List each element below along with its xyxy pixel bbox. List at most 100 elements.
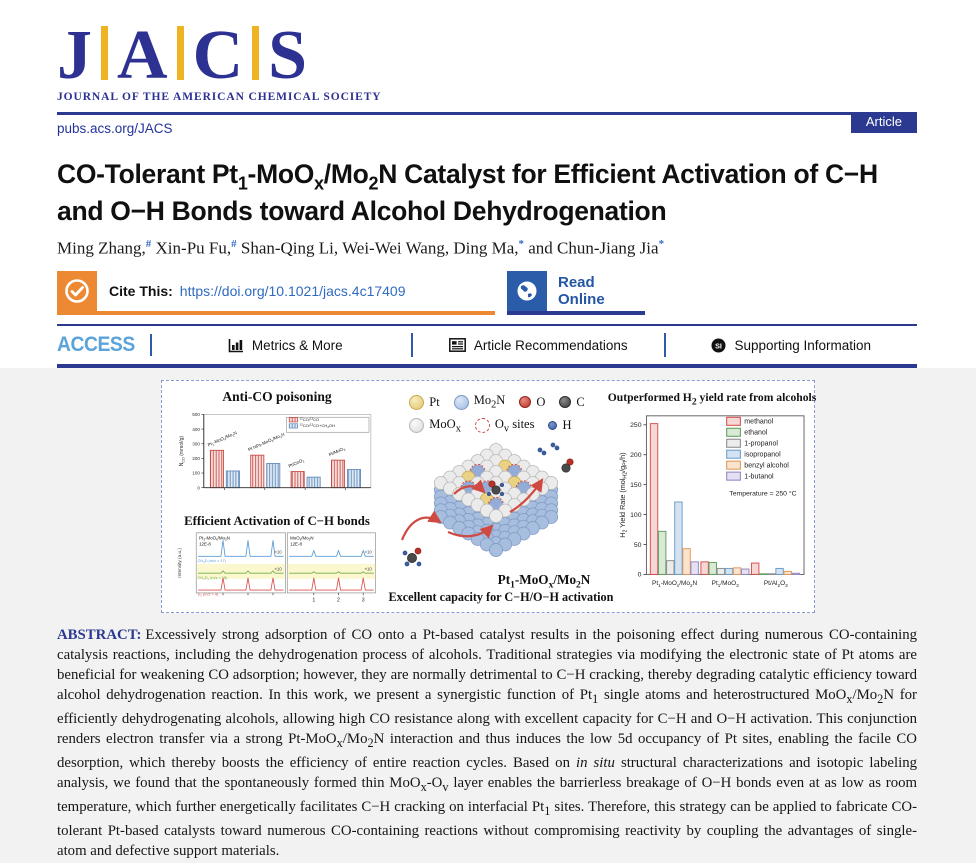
- article-icon: [448, 338, 466, 353]
- page-title: CO-Tolerant Pt1-MoOx/Mo2N Catalyst for E…: [57, 159, 878, 227]
- author-mark: *: [658, 237, 665, 250]
- gain-label: ×10: [365, 549, 373, 554]
- read-online-label: Read Online: [558, 274, 605, 309]
- bar-chart-icon: [228, 338, 244, 353]
- y-tick-label: 150: [630, 482, 642, 489]
- metrics-and-more-label: Metrics & More: [251, 337, 343, 353]
- moox-sphere-icon: [409, 418, 425, 434]
- author-mark: #: [231, 237, 237, 250]
- legend-item-label: MoOx: [429, 416, 461, 435]
- supporting-information-label: Supporting Information: [734, 337, 872, 353]
- panel-label: Pt1-MoOx/Mo2N: [199, 535, 230, 541]
- y-tick-label: 300: [192, 442, 200, 447]
- logo-divider-bar: [101, 26, 108, 80]
- cite-row: Cite This: https://doi.org/10.1021/jacs.…: [57, 271, 917, 316]
- access-bar: ACCESS Metrics & More: [57, 324, 917, 369]
- logo-letter: J: [57, 17, 92, 94]
- mo2n-sphere-icon: [453, 394, 469, 410]
- reaction-arrow: [400, 511, 442, 541]
- abstract-body: Excessively strong adsorption of CO onto…: [57, 627, 918, 860]
- author-name: Ming Zhang,: [57, 238, 146, 258]
- access-link[interactable]: ACCESS: [57, 333, 135, 357]
- reaction-arrow: [447, 524, 494, 539]
- panel-scale: 12E-8: [290, 541, 302, 546]
- metrics-and-more-link[interactable]: Metrics & More: [160, 338, 411, 353]
- o-sphere-icon: [519, 396, 532, 409]
- x-tick-label: 3: [362, 597, 365, 603]
- pt-sphere-icon: [409, 394, 425, 410]
- legend-label: ethanol: [744, 429, 768, 436]
- y-tick-label: 50: [634, 542, 642, 549]
- y-axis-label: H2 Yield Rate (molH2/gPt/h): [618, 452, 629, 537]
- reaction-arrow: [509, 478, 544, 514]
- abstract-label: ABSTRACT:: [57, 627, 142, 644]
- sphere-legend-row: Pt Mo2N O C: [409, 393, 598, 411]
- divider: [664, 333, 666, 358]
- legend-label: methanol: [744, 418, 773, 425]
- legend-item-o: O: [519, 395, 545, 410]
- article-recommendations-link[interactable]: Article Recommendations: [413, 338, 664, 353]
- logo-letter: A: [117, 17, 168, 94]
- authors-line: Ming Zhang,# Xin-Pu Fu,# Shan-Qing Li, W…: [57, 238, 917, 259]
- author-name: Ding Ma,: [449, 238, 519, 258]
- ms-traces-chart: Intensity (a.u.) ×10 CH3D (m/z = 17) ×10 CH2…: [177, 532, 376, 603]
- x-tick-label: 1: [312, 597, 315, 603]
- y-tick-label: 100: [192, 471, 200, 476]
- author-name: Xin-Pu Fu,: [151, 238, 232, 258]
- y-tick-label: 400: [192, 427, 200, 432]
- author-mark: #: [145, 237, 152, 250]
- x-tick-label: 2: [337, 597, 340, 603]
- trace-label: CH3D (m/z = 17): [198, 559, 227, 564]
- sphere-legend: Pt Mo2N O C MoOx Ov sites H: [403, 393, 598, 440]
- legend-item-ov: Ov sites: [474, 417, 534, 434]
- h-sphere-icon: [548, 421, 558, 431]
- x-tick-label: Pt/Al2O3: [764, 580, 788, 588]
- ov-sphere-icon: [474, 418, 490, 434]
- si-icon: SI: [711, 338, 726, 353]
- legend-item-pt: Pt: [409, 394, 440, 410]
- abstract-section: Anti-CO poisoning 0 100 200 300 400 500 NCO (m…: [0, 368, 976, 864]
- y-axis-label: Intensity (a.u.): [177, 547, 182, 577]
- pubs-site-link[interactable]: pubs.acs.org/JACS: [57, 121, 173, 136]
- legend-label: 12CO/13CO+CH3OH: [300, 423, 336, 430]
- legend-item-h: H: [548, 418, 572, 433]
- cite-this-button[interactable]: Cite This: https://doi.org/10.1021/jacs.…: [57, 271, 495, 316]
- legend-label: 1-butanol: [744, 473, 774, 480]
- legend-item-label: H: [562, 418, 572, 433]
- checkmark-icon: [57, 271, 97, 312]
- legend-item-mo2n: Mo2N: [453, 393, 506, 411]
- panel-scale: 12E-8: [199, 541, 211, 546]
- sphere-legend-row: MoOx Ov sites H: [409, 416, 598, 435]
- read-online-button[interactable]: Read Online: [507, 271, 645, 316]
- article-recommendations-label: Article Recommendations: [473, 337, 628, 353]
- svg-text:SI: SI: [716, 341, 723, 350]
- y-axis-label: NCO (mmol/g): [179, 436, 185, 467]
- y-tick-label: 100: [630, 512, 642, 519]
- legend-label: benzyl alcohol: [744, 462, 789, 469]
- bar-group-label: Pt/CeO2: [288, 458, 306, 470]
- legend-label: isopropanol: [744, 451, 781, 458]
- crystal-structure: Pt1-MoOx/Mo2N: [400, 443, 591, 590]
- y-tick-label: 200: [192, 457, 200, 462]
- gain-label: ×10: [274, 549, 282, 554]
- legend-item-label: Mo2N: [473, 393, 506, 411]
- divider: [149, 334, 152, 357]
- annotation: Temperature = 250 °C: [729, 489, 796, 497]
- gain-label: ×10: [274, 566, 282, 571]
- doi-link[interactable]: https://doi.org/10.1021/jacs.4c17409: [179, 283, 406, 300]
- graphical-abstract: Anti-CO poisoning 0 100 200 300 400 500 NCO (m…: [161, 380, 817, 614]
- supporting-information-link[interactable]: SI Supporting Information: [666, 338, 917, 353]
- header-rule: Article: [57, 112, 917, 133]
- divider: [411, 333, 413, 358]
- y-tick-label: 0: [197, 486, 200, 491]
- y-tick-label: 250: [630, 422, 642, 429]
- x-tick-label: Pt1-MoOx/Mo2N: [652, 580, 698, 588]
- logo-divider-bar: [176, 26, 184, 80]
- figure-caption: Excellent capacity for C−H/O−H activatio…: [388, 590, 614, 605]
- cite-this-label: Cite This:: [109, 283, 173, 300]
- logo-letter: C: [192, 17, 244, 94]
- h2-yield-title: Outperformed H2 yield rate from alcohols: [607, 391, 817, 408]
